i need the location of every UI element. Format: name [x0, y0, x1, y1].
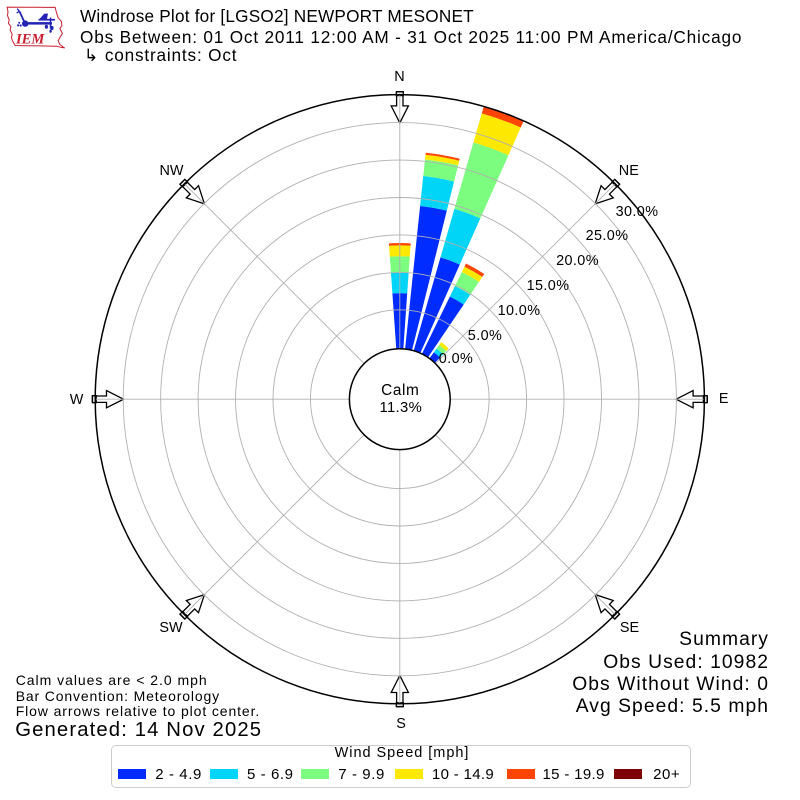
- svg-text:IEM: IEM: [15, 31, 45, 47]
